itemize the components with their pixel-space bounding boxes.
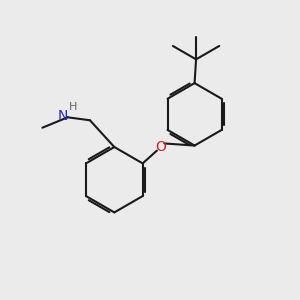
Text: O: O bbox=[155, 140, 166, 154]
Text: N: N bbox=[58, 109, 68, 123]
Text: H: H bbox=[69, 102, 77, 112]
